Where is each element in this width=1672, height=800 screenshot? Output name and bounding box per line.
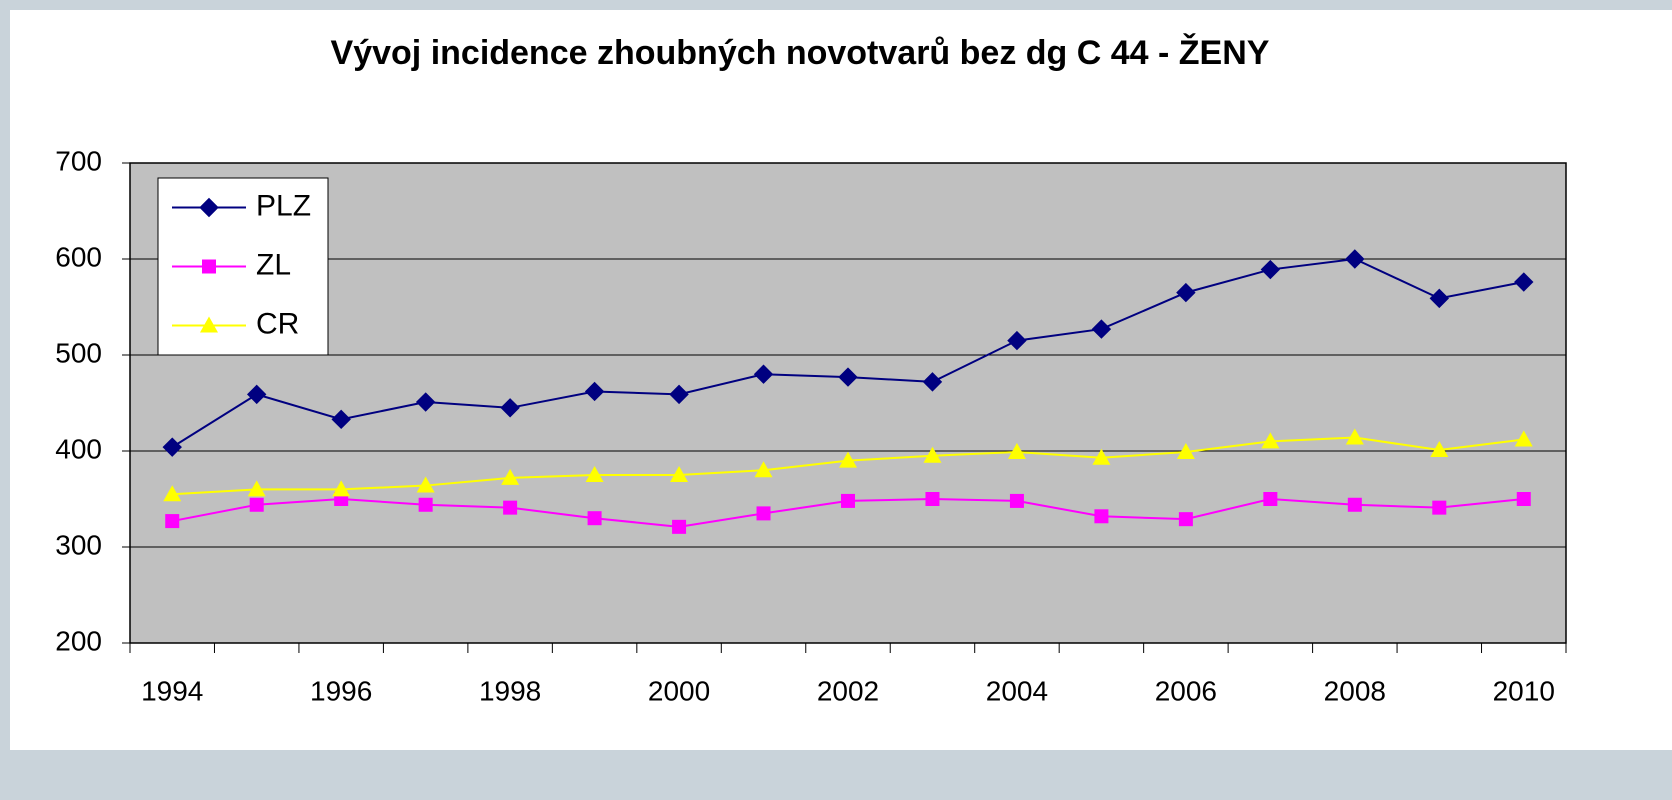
x-tick-label: 1996 bbox=[310, 675, 372, 706]
y-tick-label: 400 bbox=[55, 433, 102, 464]
data-point bbox=[1094, 509, 1109, 524]
data-point bbox=[1092, 448, 1111, 465]
data-point bbox=[1263, 492, 1278, 506]
data-point bbox=[331, 409, 351, 430]
data-point bbox=[584, 381, 605, 402]
data-point bbox=[503, 500, 518, 515]
data-point bbox=[247, 480, 266, 497]
data-point bbox=[669, 384, 689, 405]
data-point bbox=[163, 485, 182, 502]
x-tick-label: 2004 bbox=[986, 675, 1048, 706]
data-point bbox=[925, 492, 940, 506]
x-tick-label: 1998 bbox=[479, 675, 541, 706]
data-point bbox=[1345, 249, 1365, 269]
data-point bbox=[1178, 512, 1193, 527]
legend-label: ZL bbox=[256, 248, 291, 281]
data-point bbox=[1432, 500, 1447, 515]
data-point bbox=[162, 437, 182, 457]
data-point bbox=[587, 511, 602, 526]
data-point bbox=[756, 506, 771, 521]
data-point bbox=[416, 476, 435, 493]
data-point bbox=[838, 367, 858, 387]
data-point bbox=[1176, 282, 1196, 303]
legend-label: CR bbox=[256, 307, 299, 340]
data-point bbox=[922, 372, 943, 392]
data-point bbox=[585, 466, 604, 482]
data-point bbox=[246, 384, 267, 405]
data-point bbox=[1345, 428, 1364, 445]
y-tick-label: 700 bbox=[55, 145, 102, 176]
x-tick-label: 2010 bbox=[1493, 675, 1555, 706]
data-point bbox=[415, 392, 436, 412]
data-point bbox=[1430, 441, 1449, 458]
x-tick-label: 2006 bbox=[1155, 675, 1217, 706]
data-point bbox=[249, 497, 264, 512]
data-point bbox=[1429, 288, 1449, 309]
legend-marker bbox=[200, 316, 218, 333]
data-point bbox=[754, 461, 773, 478]
data-point bbox=[1176, 442, 1195, 459]
x-tick-label: 2000 bbox=[648, 675, 710, 706]
x-tick-label: 2002 bbox=[817, 675, 879, 706]
legend-marker bbox=[202, 259, 216, 274]
data-point bbox=[1007, 330, 1027, 351]
data-point bbox=[165, 514, 180, 529]
x-tick-label: 2008 bbox=[1324, 675, 1386, 706]
data-point bbox=[1514, 430, 1533, 447]
data-point bbox=[1347, 497, 1362, 512]
data-point bbox=[501, 468, 520, 485]
data-point bbox=[672, 519, 687, 534]
data-point bbox=[418, 497, 433, 512]
data-point bbox=[753, 364, 774, 384]
data-point bbox=[670, 466, 689, 482]
legend-label: PLZ bbox=[256, 189, 311, 222]
y-tick-label: 300 bbox=[55, 529, 102, 560]
data-point bbox=[839, 451, 857, 468]
chart-title: Vývoj incidence zhoubných novotvarů bez … bbox=[331, 34, 1270, 72]
data-point bbox=[1261, 432, 1280, 449]
plot-area bbox=[129, 162, 1567, 644]
y-tick-label: 500 bbox=[55, 337, 102, 368]
data-point bbox=[1514, 272, 1534, 292]
y-tick-label: 600 bbox=[55, 241, 102, 272]
legend-marker bbox=[199, 197, 219, 218]
data-point bbox=[500, 398, 520, 418]
data-point bbox=[841, 493, 855, 508]
data-point bbox=[332, 480, 351, 497]
data-point bbox=[1007, 442, 1026, 459]
y-tick-label: 200 bbox=[55, 625, 102, 656]
data-point bbox=[1516, 492, 1531, 506]
data-point bbox=[923, 446, 942, 463]
data-point bbox=[1260, 259, 1281, 280]
data-point bbox=[1091, 319, 1112, 339]
data-point bbox=[1009, 493, 1024, 508]
x-tick-label: 1994 bbox=[141, 675, 203, 706]
